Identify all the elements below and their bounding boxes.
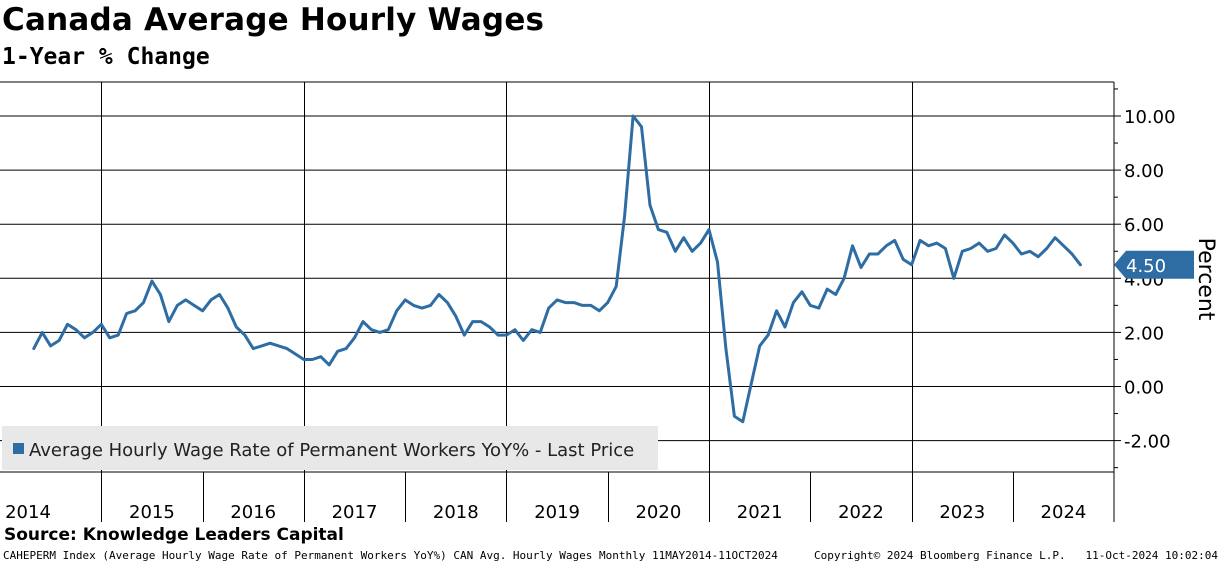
footer-copyright: Copyright© 2024 Bloomberg Finance L.P. bbox=[814, 549, 1066, 562]
legend: Average Hourly Wage Rate of Permanent Wo… bbox=[13, 440, 634, 461]
legend-box bbox=[2, 426, 658, 470]
y-tick-label: -2.00 bbox=[1124, 432, 1171, 453]
x-tick-label: 2024 bbox=[1041, 502, 1087, 523]
y-tick-label: 10.00 bbox=[1124, 107, 1176, 128]
gridlines bbox=[0, 81, 1115, 522]
y-tick-label: 0.00 bbox=[1124, 378, 1164, 399]
source-note: Source: Knowledge Leaders Capital bbox=[4, 525, 344, 545]
series-layer bbox=[32, 114, 1082, 424]
y-axis-label: Percent bbox=[1193, 238, 1218, 321]
last-value-label: 4.50 bbox=[1126, 256, 1166, 277]
last-value-badge-shape bbox=[1114, 250, 1194, 279]
series-line bbox=[32, 114, 1082, 424]
legend-swatch bbox=[13, 443, 24, 454]
x-tick-label: 2014 bbox=[5, 502, 51, 523]
footer-timestamp: 11-Oct-2024 10:02:04 bbox=[1085, 549, 1218, 562]
chart-subtitle: 1-Year % Change bbox=[2, 44, 210, 70]
x-tick-label: 2022 bbox=[838, 502, 884, 523]
x-axis: 2014 2015 2016 2017 2018 2019 2020 2021 2022 2023… bbox=[5, 502, 1086, 523]
x-tick-label: 2016 bbox=[230, 502, 276, 523]
legend-label: Average Hourly Wage Rate of Permanent Wo… bbox=[29, 440, 634, 461]
chart-title: Canada Average Hourly Wages bbox=[2, 2, 545, 38]
last-value-badge: 4.50 bbox=[1114, 250, 1194, 279]
x-tick-label: 2015 bbox=[129, 502, 175, 523]
y-tick-label: 6.00 bbox=[1124, 215, 1164, 236]
x-tick-label: 2018 bbox=[433, 502, 479, 523]
x-tick-label: 2020 bbox=[635, 502, 681, 523]
x-tick-label: 2021 bbox=[737, 502, 783, 523]
footer-index-info: CAHEPERM Index (Average Hourly Wage Rate… bbox=[3, 549, 778, 562]
x-tick-label: 2017 bbox=[332, 502, 378, 523]
x-tick-label: 2023 bbox=[939, 502, 985, 523]
x-tick-label: 2019 bbox=[534, 502, 580, 523]
y-tick-label: 8.00 bbox=[1124, 161, 1164, 182]
y-tick-label: 2.00 bbox=[1124, 323, 1164, 344]
